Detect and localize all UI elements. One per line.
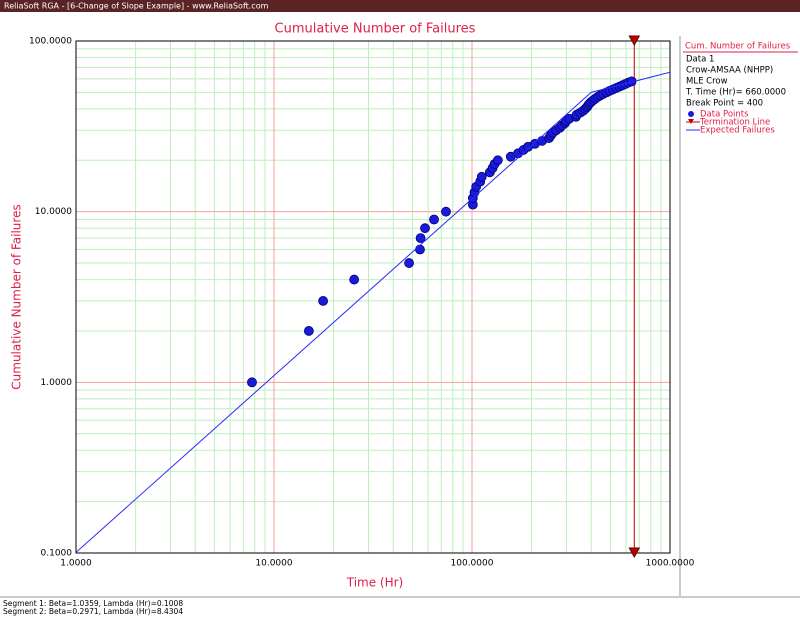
data-point [247,377,257,388]
x-tick-label: 1000.0000 [646,559,695,569]
chart-title: Cumulative Number of Failures [275,22,476,37]
data-point [441,206,451,217]
window-title: ReliaSoft RGA - [6-Change of Slope Examp… [4,2,269,11]
data-point [429,214,439,225]
status-line: Segment 2: Beta=0.2971, Lambda (Hr)=8.43… [3,607,183,616]
data-point [404,258,414,268]
plot-area [76,41,670,553]
x-tick-label: 100.0000 [451,559,494,569]
data-point [318,296,328,306]
data-point [303,326,314,336]
x-tick-label: 10.0000 [255,559,292,569]
legend-info: Data 1 [686,55,714,65]
legend-label: Termination Line [699,118,770,128]
y-tick-label: 100.0000 [29,37,72,47]
y-tick-label: 0.1000 [41,549,73,559]
y-tick-label: 10.0000 [35,207,72,217]
y-tick-label: 1.0000 [41,378,73,388]
termination-marker [628,547,641,559]
data-point [420,223,430,234]
legend-label: Expected Failures [700,126,775,136]
legend-title: Cum. Number of Failures [685,42,791,52]
legend-symbol [688,111,694,117]
x-tick-label: 1.0000 [60,559,92,569]
data-point [415,233,426,244]
y-axis-label: Cumulative Number of Failures [10,204,24,389]
data-point [349,274,360,285]
plot-border [75,40,671,554]
legend-info: T. Time (Hr)= 660.0000 [685,88,786,98]
expected-line [76,71,670,553]
status-line: Segment 1: Beta=1.0359, Lambda (Hr)=0.10… [3,599,183,608]
data-point [476,171,487,182]
legend-info: Crow-AMSAA (NHPP) [686,66,773,76]
data-point [415,244,425,255]
termination-marker [628,35,641,47]
title-bar [0,0,800,12]
legend-symbol [688,119,694,124]
legend-info: MLE Crow [686,77,728,87]
legend-info: Break Point = 400 [686,99,763,109]
x-axis-label: Time (Hr) [346,576,404,590]
legend-label: Data Points [700,110,749,120]
data-point [492,155,503,166]
